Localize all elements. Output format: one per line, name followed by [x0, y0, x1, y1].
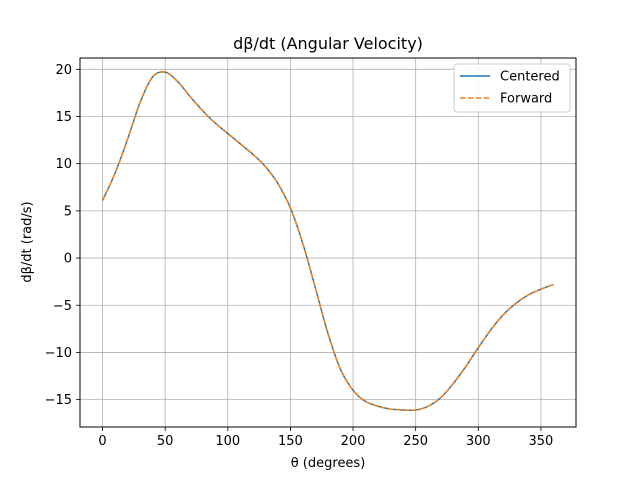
grid-lines — [80, 58, 576, 427]
x-tick-label: 350 — [529, 434, 554, 449]
x-ticks: 0 50 100 150 200 250 300 350 — [98, 427, 553, 449]
legend-label-centered: Centered — [500, 70, 560, 85]
x-tick-label: 200 — [341, 434, 366, 449]
x-tick-label: 50 — [157, 434, 174, 449]
y-tick-label: −10 — [45, 346, 72, 361]
x-tick-label: 300 — [466, 434, 491, 449]
axes-frame — [79, 57, 577, 428]
x-tick-label: 100 — [215, 434, 240, 449]
chart-title: dβ/dt (Angular Velocity) — [233, 34, 423, 53]
y-tick-label: 15 — [55, 110, 72, 125]
y-tick-label: −5 — [53, 299, 72, 314]
y-tick-label: 5 — [64, 204, 72, 219]
y-tick-label: 10 — [55, 157, 72, 172]
y-ticks: −15 −10 −5 0 5 10 15 20 — [45, 63, 80, 408]
y-tick-label: 0 — [64, 252, 72, 267]
x-tick-label: 250 — [403, 434, 428, 449]
x-tick-label: 0 — [98, 434, 106, 449]
series-line-forward — [101, 71, 554, 412]
x-tick-label: 150 — [278, 434, 303, 449]
legend: Centered Forward — [453, 63, 571, 113]
x-axis-label: θ (degrees) — [291, 456, 366, 471]
y-tick-label: −15 — [45, 393, 72, 408]
y-axis-label: dβ/dt (rad/s) — [20, 201, 35, 282]
legend-label-forward: Forward — [500, 92, 552, 107]
y-tick-label: 20 — [55, 63, 72, 78]
plot-lines — [101, 71, 554, 412]
